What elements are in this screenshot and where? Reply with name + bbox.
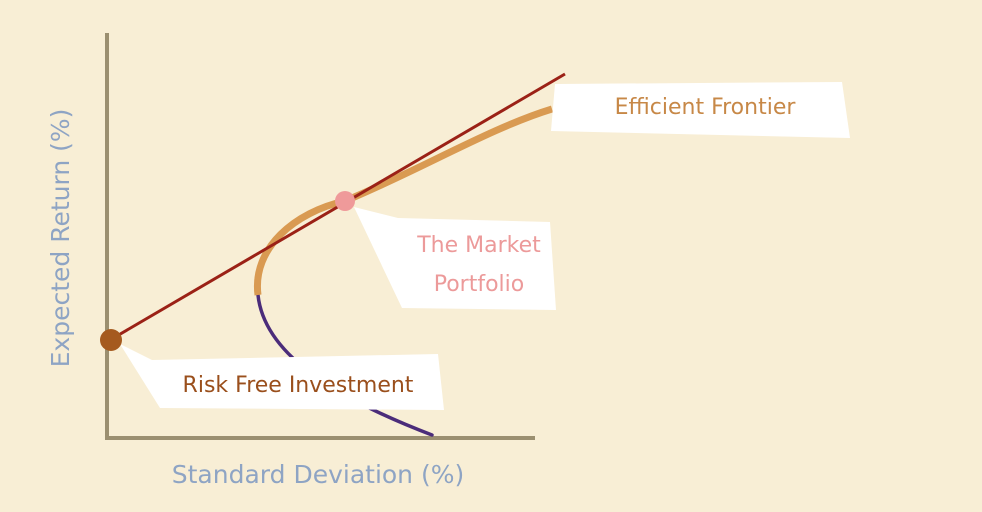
market-portfolio-label-line2: Portfolio — [434, 272, 525, 297]
market-portfolio-label-line1: The Market — [416, 233, 541, 258]
risk-free-point — [100, 329, 122, 351]
risk-free-callout — [120, 344, 444, 410]
risk-free-label: Risk Free Investment — [183, 373, 414, 398]
efficient-frontier-label: Efficient Frontier — [615, 95, 797, 120]
market-portfolio-point — [335, 191, 355, 211]
efficient-frontier-callout — [551, 82, 850, 138]
x-axis-label: Standard Deviation (%) — [172, 460, 464, 489]
y-axis-label: Expected Return (%) — [46, 109, 75, 368]
market-portfolio-callout — [354, 207, 556, 310]
